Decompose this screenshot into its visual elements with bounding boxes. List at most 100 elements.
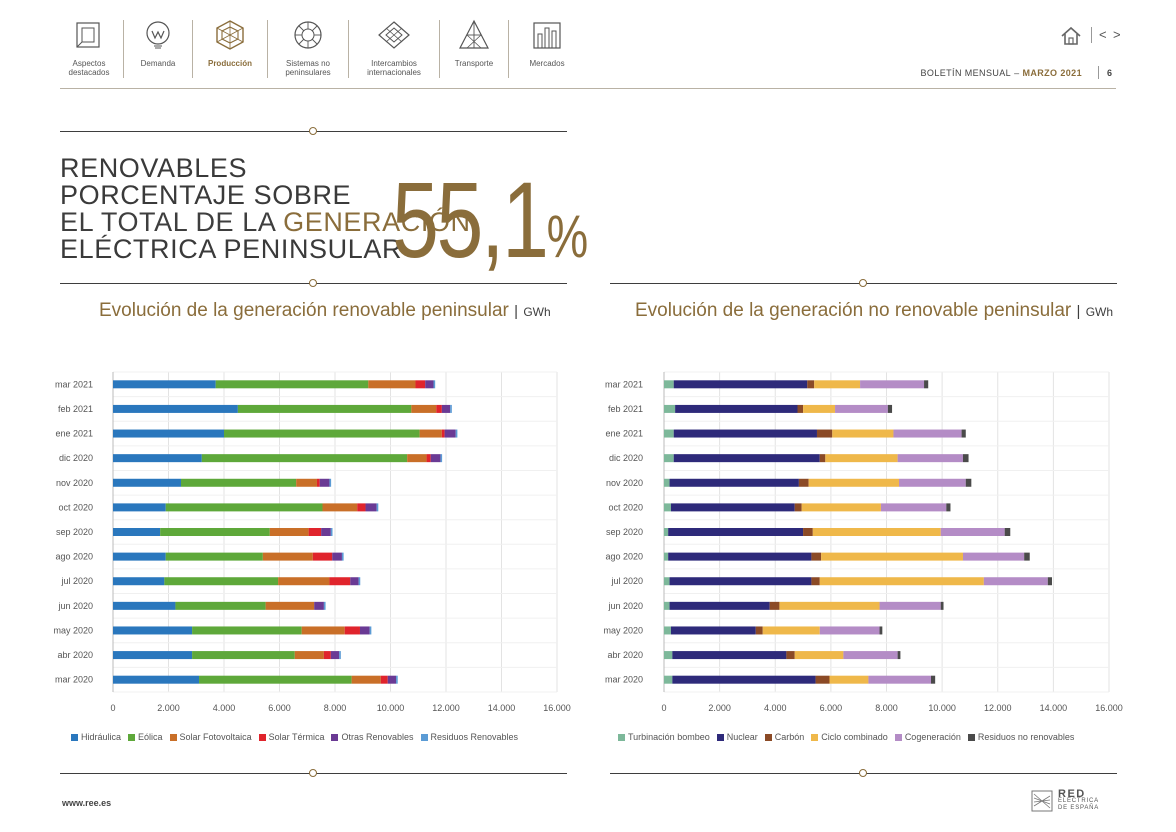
legend-label: Eólica xyxy=(138,732,163,742)
bar-segment xyxy=(664,454,674,463)
bar-segment xyxy=(201,454,408,463)
nav-item-aspectos-destacados[interactable]: Aspectos destacados xyxy=(55,18,123,78)
nav-item-demanda[interactable]: Demanda xyxy=(124,18,192,78)
bar-segment xyxy=(798,478,809,487)
legend-label: Otras Renovables xyxy=(341,732,414,742)
bar-segment xyxy=(962,454,969,463)
category-label: feb 2021 xyxy=(608,404,643,414)
bar-segment xyxy=(224,429,420,438)
bar-segment xyxy=(814,380,861,389)
headline-line-3-a: EL TOTAL DE LA xyxy=(60,207,284,237)
legend-label: Carbón xyxy=(774,732,805,742)
x-tick-label: 8.000 xyxy=(875,703,898,713)
chart-title-text: Evolución de la generación renovable pen… xyxy=(99,300,509,321)
logo-line-3: DE ESPAÑA xyxy=(1058,804,1100,811)
bar-segment xyxy=(755,626,763,635)
category-label: ago 2020 xyxy=(605,552,643,562)
logo-line-1: RED xyxy=(1058,787,1086,800)
legend-item: Eólica xyxy=(128,732,163,742)
bar-segment xyxy=(415,380,426,389)
header-divider xyxy=(1091,27,1092,43)
bar-segment xyxy=(931,675,936,684)
bar-segment xyxy=(113,429,224,438)
x-tick-label: 16.000 xyxy=(543,703,571,713)
bar-segment xyxy=(113,478,181,487)
bar-segment xyxy=(440,454,443,463)
category-label: ene 2021 xyxy=(605,429,643,439)
bar-segment xyxy=(113,404,238,413)
bar-segment xyxy=(308,528,322,536)
bar-segment xyxy=(940,528,1005,536)
bar-segment xyxy=(430,454,441,463)
bar-segment xyxy=(807,380,815,389)
renewable-share-unit: % xyxy=(546,203,589,270)
category-label: abr 2020 xyxy=(57,650,93,660)
footer-url[interactable]: www.ree.es xyxy=(62,798,112,808)
bar-segment xyxy=(165,503,323,512)
legend-swatch xyxy=(71,733,78,741)
bar-segment xyxy=(322,503,358,512)
bar-segment xyxy=(816,429,833,438)
bar-segment xyxy=(321,528,331,536)
bar-segment xyxy=(670,626,756,635)
transport-icon xyxy=(458,18,490,52)
home-icon xyxy=(1061,26,1081,45)
next-page-button[interactable]: > xyxy=(1113,27,1121,42)
bar-segment xyxy=(380,675,388,684)
legend-swatch xyxy=(258,733,266,741)
prev-page-button[interactable]: < xyxy=(1099,27,1107,42)
bar-segment xyxy=(962,552,1025,561)
bar-segment xyxy=(664,380,674,389)
legend-swatch xyxy=(169,733,177,741)
bar-segment xyxy=(269,528,309,536)
bar-segment xyxy=(316,478,320,487)
nav-item-produccion[interactable]: Producción xyxy=(193,18,267,78)
company-logo: RED ELÉCTRICA DE ESPAÑA xyxy=(1031,787,1100,812)
bar-segment xyxy=(961,429,966,438)
nav-item-sistemas-no-peninsulares[interactable]: Sistemas no peninsulares xyxy=(268,18,348,78)
bulletin-period: MARZO 2021 xyxy=(1022,68,1082,78)
page-number-divider xyxy=(1098,66,1099,79)
nav-item-intercambios-internacionales[interactable]: Intercambios internacionales xyxy=(349,18,439,78)
bar-segment xyxy=(786,651,795,660)
bar-segment xyxy=(265,601,315,610)
x-tick-label: 0 xyxy=(661,703,666,713)
bar-segment xyxy=(664,552,669,561)
legend-swatch xyxy=(894,733,902,741)
category-label: ene 2021 xyxy=(55,429,93,439)
bar-segment xyxy=(965,478,972,487)
bar-segment xyxy=(868,675,931,684)
bulletin-dash: – xyxy=(1014,68,1020,78)
bar-segment xyxy=(419,429,442,438)
home-button[interactable] xyxy=(1060,26,1082,46)
nav-item-transporte[interactable]: Transporte xyxy=(440,18,508,78)
bar-segment xyxy=(357,503,366,512)
bar-segment xyxy=(314,601,324,610)
divider-dot xyxy=(859,769,867,777)
bar-segment xyxy=(312,552,333,561)
legend-item: Residuos Renovables xyxy=(420,732,518,742)
nav-item-mercados[interactable]: Mercados xyxy=(509,18,585,78)
bar-segment xyxy=(113,552,166,561)
bar-segment xyxy=(887,404,893,413)
legend-swatch xyxy=(811,733,819,741)
nav-divider xyxy=(439,20,440,78)
bar-segment xyxy=(808,478,900,487)
nav-label: Transporte xyxy=(454,59,494,68)
nav-label: Intercambios internacionales xyxy=(367,59,421,77)
bar-segment xyxy=(411,404,437,413)
bar-segment xyxy=(339,651,341,660)
category-label: may 2020 xyxy=(603,625,643,635)
bar-segment xyxy=(879,601,941,610)
bar-segment xyxy=(940,601,944,610)
legend-label: Cogeneración xyxy=(904,732,961,742)
bar-segment xyxy=(815,675,830,684)
bar-segment xyxy=(664,577,670,586)
category-label: mar 2021 xyxy=(605,379,643,389)
bar-segment xyxy=(819,577,984,586)
page-number: 6 xyxy=(1107,68,1113,78)
bar-segment xyxy=(843,651,898,660)
x-tick-label: 14.000 xyxy=(488,703,516,713)
bar-segment xyxy=(113,528,161,536)
